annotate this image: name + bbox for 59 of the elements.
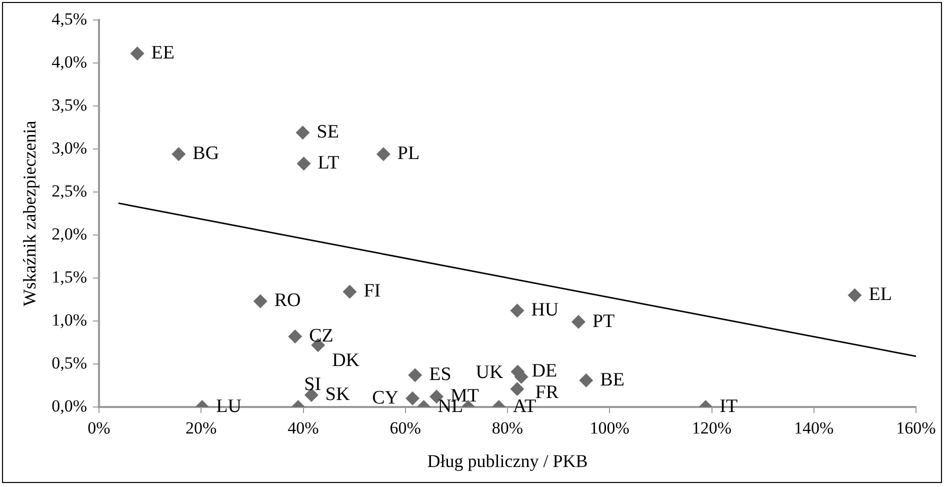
annotation: FR [535, 382, 559, 403]
annotation: HU [531, 300, 559, 321]
annotation: PL [397, 143, 420, 164]
annotation: CY [372, 387, 399, 408]
annotation: BE [600, 369, 624, 390]
x-tick-label: 0% [88, 418, 110, 438]
y-tick-label: 3,0% [52, 138, 88, 158]
annotation: IT [720, 396, 738, 417]
point [296, 156, 311, 171]
x-tick-label: 20% [186, 418, 217, 438]
annotation: UK [476, 362, 504, 383]
point [408, 368, 422, 382]
y-tick-label: 2,5% [52, 181, 88, 200]
point [848, 288, 862, 302]
y-tick-label: 4,5% [52, 9, 88, 28]
point [130, 46, 144, 61]
point [296, 126, 310, 140]
x-tick-label: 80% [492, 418, 524, 438]
annotation: EL [868, 284, 892, 306]
y-tick-label: 3,5% [52, 95, 88, 114]
point [342, 284, 357, 299]
point [579, 373, 594, 388]
x-tick-label: 100% [590, 418, 630, 438]
annotation: RO [274, 290, 301, 312]
annotation: DK [332, 350, 360, 372]
annotation: EE [151, 42, 175, 64]
point [510, 304, 524, 318]
annotation: SI [304, 374, 322, 395]
annotation: LT [318, 152, 340, 174]
annotation: PT [592, 310, 616, 332]
annotation: AT [512, 396, 536, 417]
y-tick-label: 4,0% [52, 52, 88, 72]
y-tick-label: 1,0% [52, 310, 88, 330]
point [253, 294, 268, 308]
x-axis-title: Dług publiczny / PKB [427, 450, 588, 471]
annotation: LU [216, 396, 242, 417]
x-tick-label: 40% [288, 418, 319, 438]
x-tick-label: 120% [692, 418, 732, 438]
y-tick-label: 1,5% [52, 267, 88, 286]
x-tick-label: 140% [794, 418, 834, 438]
point [571, 314, 586, 329]
point [288, 329, 302, 344]
point [172, 147, 186, 162]
point [510, 382, 524, 396]
y-tick-label: 2,0% [52, 224, 88, 244]
annotation: CZ [309, 325, 334, 346]
point [406, 391, 420, 406]
x-tick-label: 60% [390, 418, 421, 438]
annotation: SK [325, 384, 350, 405]
annotation: ES [429, 364, 452, 386]
annotation: SE [316, 122, 339, 143]
y-tick-label: 0,5% [52, 353, 88, 372]
y-tick-label: 0,0% [52, 396, 88, 416]
annotation: BG [192, 143, 220, 164]
x-tick-label: 160% [896, 418, 936, 438]
annotation: FI [364, 280, 381, 302]
point [376, 147, 390, 162]
y-axis-title: Wskaźnik zabezpieczenia [20, 120, 40, 306]
annotation: DE [532, 360, 558, 382]
